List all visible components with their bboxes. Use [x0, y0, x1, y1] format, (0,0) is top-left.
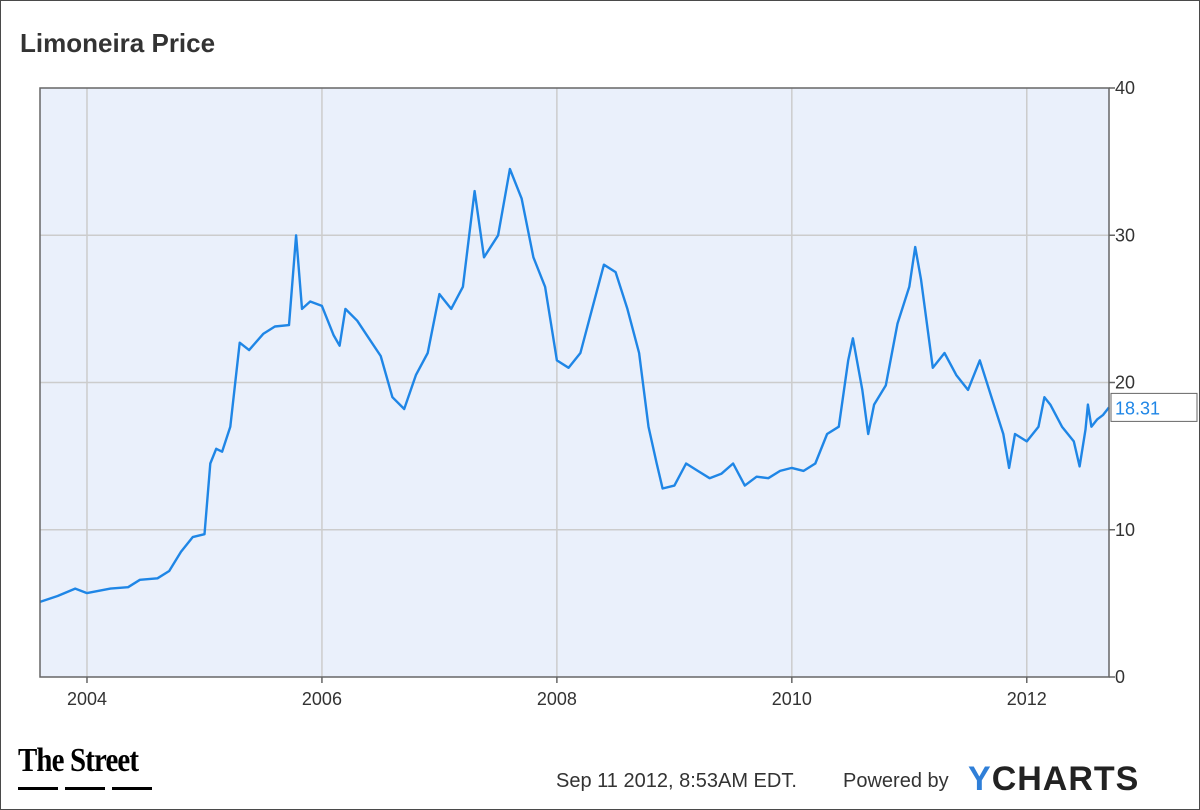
the-street-logo: The Street [18, 742, 139, 780]
axes [39, 87, 1115, 683]
x-tick-label: 2010 [772, 689, 812, 709]
powered-by-text: Powered by [843, 770, 949, 792]
logo-underline [18, 787, 152, 790]
tick-labels: 0 10 20 30 40 2004 2006 2008 2010 2012 18.31 [67, 78, 1198, 709]
y-tick-label: 10 [1115, 520, 1135, 540]
last-value-label: 18.31 [1115, 398, 1160, 418]
y-tick-label: 40 [1115, 78, 1135, 98]
price-series-line [39, 167, 1110, 604]
x-tick-label: 2012 [1007, 689, 1047, 709]
last-value-box [1110, 392, 1198, 422]
timestamp: Sep 11 2012, 8:53AM EDT. [556, 770, 797, 792]
x-tick-label: 2008 [537, 689, 577, 709]
y-tick-label: 30 [1115, 225, 1135, 245]
x-tick-label: 2004 [67, 689, 107, 709]
chart-title: Limoneira Price [20, 28, 216, 58]
y-tick-label: 20 [1115, 373, 1135, 393]
ycharts-logo-text: CHARTS [991, 760, 1140, 798]
y-tick-label: 0 [1115, 667, 1125, 687]
ycharts-logo-y: Y [968, 760, 992, 798]
publisher-logo-text: The Street [18, 742, 139, 779]
x-tick-label: 2006 [302, 689, 342, 709]
ycharts-logo[interactable]: YCHARTS [968, 760, 1139, 799]
grid-lines [40, 88, 1109, 677]
series-layer [39, 167, 1110, 604]
